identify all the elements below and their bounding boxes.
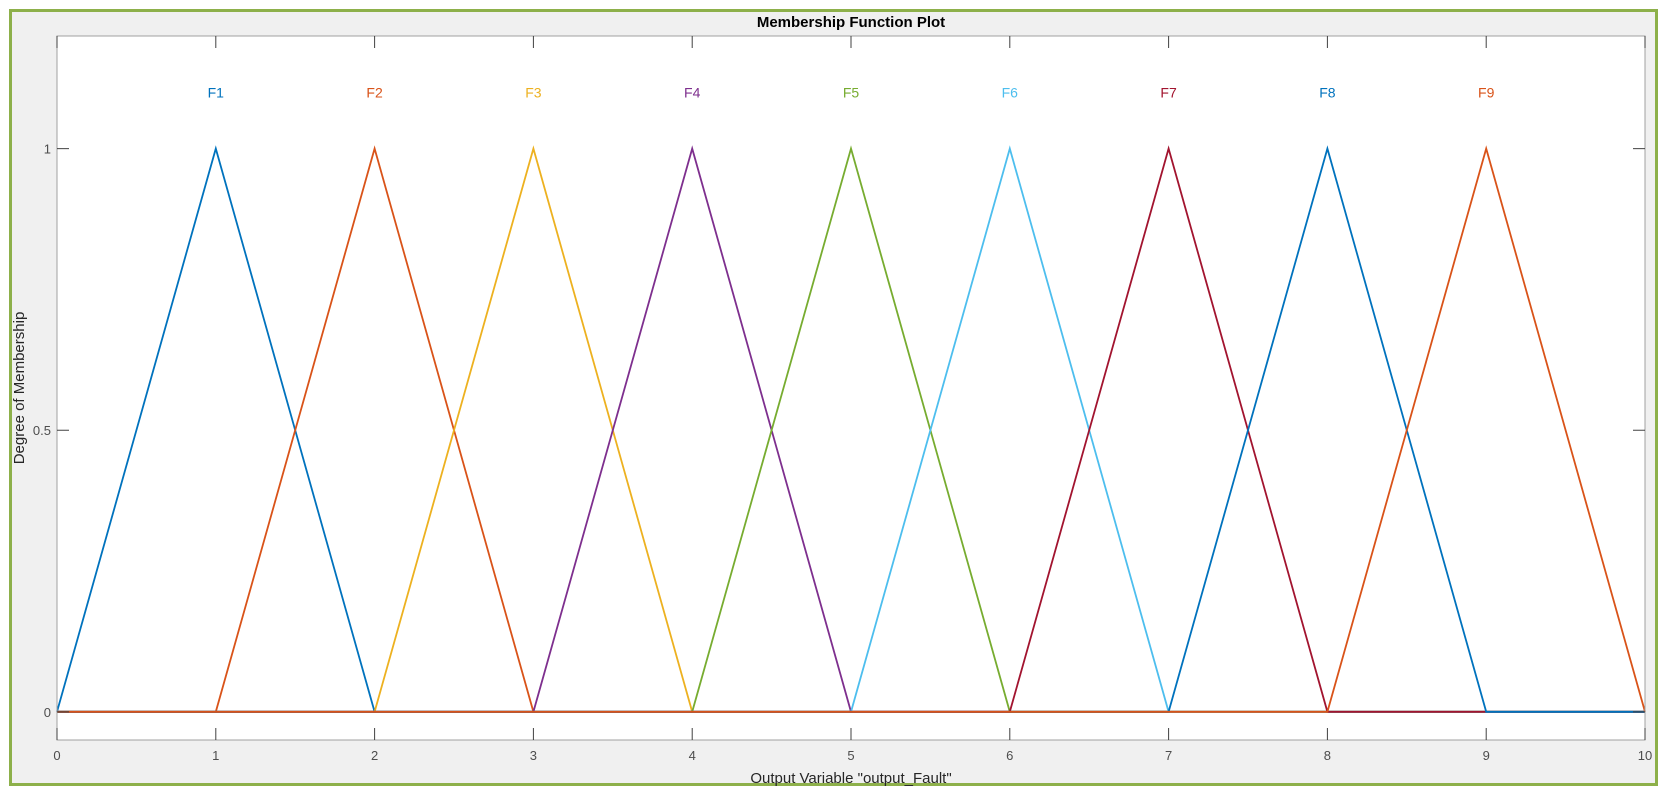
x-tick-label: 4 xyxy=(689,748,696,763)
mf-label-f4: F4 xyxy=(684,84,701,100)
x-tick-label: 10 xyxy=(1638,748,1652,763)
x-tick-label: 9 xyxy=(1483,748,1490,763)
x-tick-label: 7 xyxy=(1165,748,1172,763)
x-tick-label: 5 xyxy=(847,748,854,763)
chart-title: Membership Function Plot xyxy=(757,14,945,31)
series-layer: F1 F2 F3 F4 F5 F6 F7 F8 F9 xyxy=(56,84,1646,713)
mf-label-f6: F6 xyxy=(1002,84,1019,100)
y-tick-label: 0 xyxy=(44,705,51,720)
mf-label-f3: F3 xyxy=(525,84,542,100)
y-tick-label: 1 xyxy=(44,142,51,157)
x-tick-label: 1 xyxy=(212,748,219,763)
ticks-layer: 0 1 2 3 4 5 6 7 8 9 10 0 0.5 1 xyxy=(33,36,1652,763)
x-tick-label: 8 xyxy=(1324,748,1331,763)
series-line-f9 xyxy=(57,145,1646,713)
x-tick-label: 6 xyxy=(1006,748,1013,763)
x-axis-label: Output Variable "output_Fault" xyxy=(750,770,951,787)
x-tick-label: 0 xyxy=(53,748,60,763)
mf-label-f5: F5 xyxy=(843,84,860,100)
mf-label-f2: F2 xyxy=(366,84,383,100)
mf-label-f8: F8 xyxy=(1319,84,1336,100)
y-tick-label: 0.5 xyxy=(33,423,51,438)
plot-area xyxy=(57,36,1645,740)
mf-label-f9: F9 xyxy=(1478,84,1495,100)
mf-label-f1: F1 xyxy=(208,84,225,100)
y-axis-label: Degree of Membership xyxy=(11,312,28,465)
x-tick-label: 2 xyxy=(371,748,378,763)
x-tick-label: 3 xyxy=(530,748,537,763)
mf-label-f7: F7 xyxy=(1160,84,1177,100)
